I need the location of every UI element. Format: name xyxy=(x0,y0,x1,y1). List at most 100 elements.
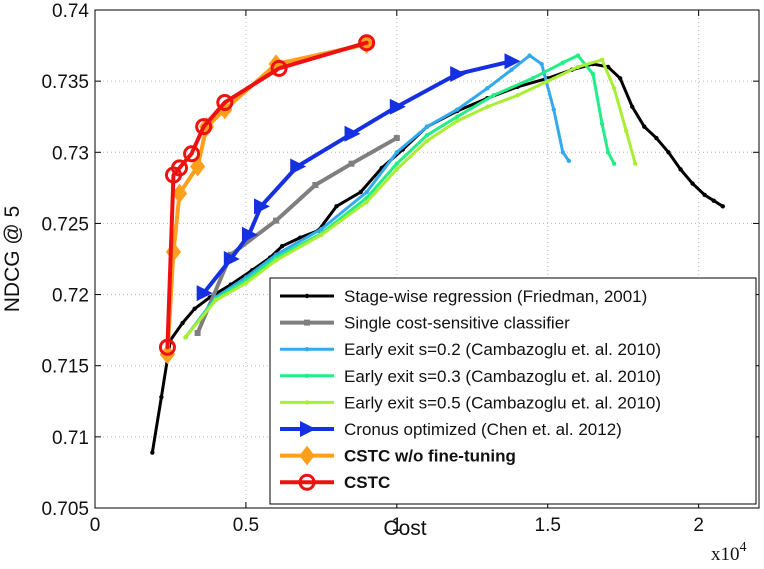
legend-label: Early exit s=0.3 (Cambazoglu et. al. 201… xyxy=(344,367,661,386)
data-point xyxy=(454,114,460,119)
data-point xyxy=(666,150,671,155)
y-tick-label: 0.715 xyxy=(41,357,89,378)
data-point xyxy=(454,107,460,112)
series-line xyxy=(184,54,571,339)
legend-item: Stage-wise regression (Friedman, 2001) xyxy=(280,287,647,306)
data-point xyxy=(180,320,185,326)
data-point xyxy=(678,167,683,172)
data-point xyxy=(194,329,201,336)
data-point xyxy=(560,150,566,155)
data-point xyxy=(348,160,355,167)
y-tick-label: 0.735 xyxy=(41,72,89,93)
data-point xyxy=(424,124,430,129)
data-point xyxy=(334,204,339,209)
data-point xyxy=(393,135,400,142)
data-point xyxy=(642,124,647,129)
data-point xyxy=(312,182,319,189)
data-point xyxy=(394,161,400,166)
data-point xyxy=(702,192,707,198)
data-point xyxy=(624,128,629,134)
x-tick-label: 0.5 xyxy=(233,515,259,536)
data-point xyxy=(515,93,520,98)
legend-marker xyxy=(304,293,310,299)
data-point xyxy=(575,64,581,70)
x-multiplier-base: x10 xyxy=(711,544,740,565)
data-point xyxy=(159,394,164,400)
legend-item: Cronus optimized (Chen et. al. 2012) xyxy=(280,420,622,439)
data-point xyxy=(599,57,605,62)
legend-item: Single cost-sensitive classifier xyxy=(280,314,570,333)
data-point xyxy=(394,167,400,172)
data-point xyxy=(491,93,496,98)
data-point xyxy=(189,156,206,177)
data-point xyxy=(150,450,155,455)
data-point xyxy=(279,243,285,249)
data-point xyxy=(195,118,213,136)
y-tick-label: 0.73 xyxy=(52,143,89,164)
data-point xyxy=(344,125,361,142)
legend-marker xyxy=(298,473,316,491)
legend-label: Early exit s=0.5 (Cambazoglu et. al. 201… xyxy=(344,393,661,412)
data-point xyxy=(270,59,288,77)
data-point xyxy=(530,76,535,81)
data-point xyxy=(196,285,213,302)
data-point xyxy=(545,78,550,84)
data-point xyxy=(358,189,363,195)
legend-item: CSTC w/o fine-tuning xyxy=(280,445,516,466)
data-point xyxy=(485,104,490,109)
data-point xyxy=(590,71,596,77)
data-point xyxy=(241,226,258,243)
y-tick-label: 0.72 xyxy=(52,286,89,307)
legend-marker xyxy=(300,421,316,437)
data-point xyxy=(711,198,716,203)
data-point xyxy=(605,150,611,155)
data-point xyxy=(273,217,280,224)
legend-label: Single cost-sensitive classifier xyxy=(344,314,570,333)
x-tick-label: 0 xyxy=(90,515,101,536)
data-point xyxy=(566,158,572,164)
legend-box xyxy=(269,277,757,505)
y-axis-title: NDCG @ 5 xyxy=(1,206,24,313)
data-point xyxy=(319,226,324,232)
x-tick-label: 1 xyxy=(392,515,403,536)
data-point xyxy=(424,138,430,144)
data-point xyxy=(158,338,176,356)
legend-item: Early exit s=0.2 (Cambazoglu et. al. 201… xyxy=(280,340,661,359)
data-point xyxy=(171,159,189,177)
data-point xyxy=(630,104,635,109)
data-point xyxy=(192,306,197,311)
legend-item: CSTC xyxy=(280,473,390,492)
legend-label: CSTC xyxy=(344,473,390,492)
legend-label: Stage-wise regression (Friedman, 2001) xyxy=(344,287,647,306)
data-point xyxy=(243,280,249,286)
y-tick-label: 0.71 xyxy=(52,428,89,449)
x-multiplier: x104 xyxy=(711,540,747,565)
series-7 xyxy=(158,34,376,356)
data-point xyxy=(611,86,617,91)
data-point xyxy=(690,181,695,186)
legend-item: Early exit s=0.3 (Cambazoglu et. al. 201… xyxy=(280,367,661,386)
legend-label: Early exit s=0.2 (Cambazoglu et. al. 201… xyxy=(344,340,661,359)
legend-label: Cronus optimized (Chen et. al. 2012) xyxy=(344,420,622,439)
data-point xyxy=(509,67,514,72)
data-point xyxy=(394,150,400,155)
x-tick-label: 2 xyxy=(693,515,704,536)
data-point xyxy=(319,232,324,238)
data-point xyxy=(216,93,234,111)
data-point xyxy=(611,161,617,166)
data-point xyxy=(223,251,240,267)
data-point xyxy=(364,199,369,205)
data-point xyxy=(254,198,270,215)
series-layer xyxy=(150,34,725,455)
data-point xyxy=(575,53,581,58)
data-point xyxy=(485,86,490,91)
data-point xyxy=(213,298,218,303)
data-point xyxy=(389,98,406,115)
data-point xyxy=(273,258,279,263)
data-point xyxy=(527,53,532,58)
data-point xyxy=(539,61,544,67)
data-point xyxy=(599,121,605,127)
data-point xyxy=(358,34,376,52)
legend: Stage-wise regression (Friedman, 2001) Si… xyxy=(269,277,757,505)
